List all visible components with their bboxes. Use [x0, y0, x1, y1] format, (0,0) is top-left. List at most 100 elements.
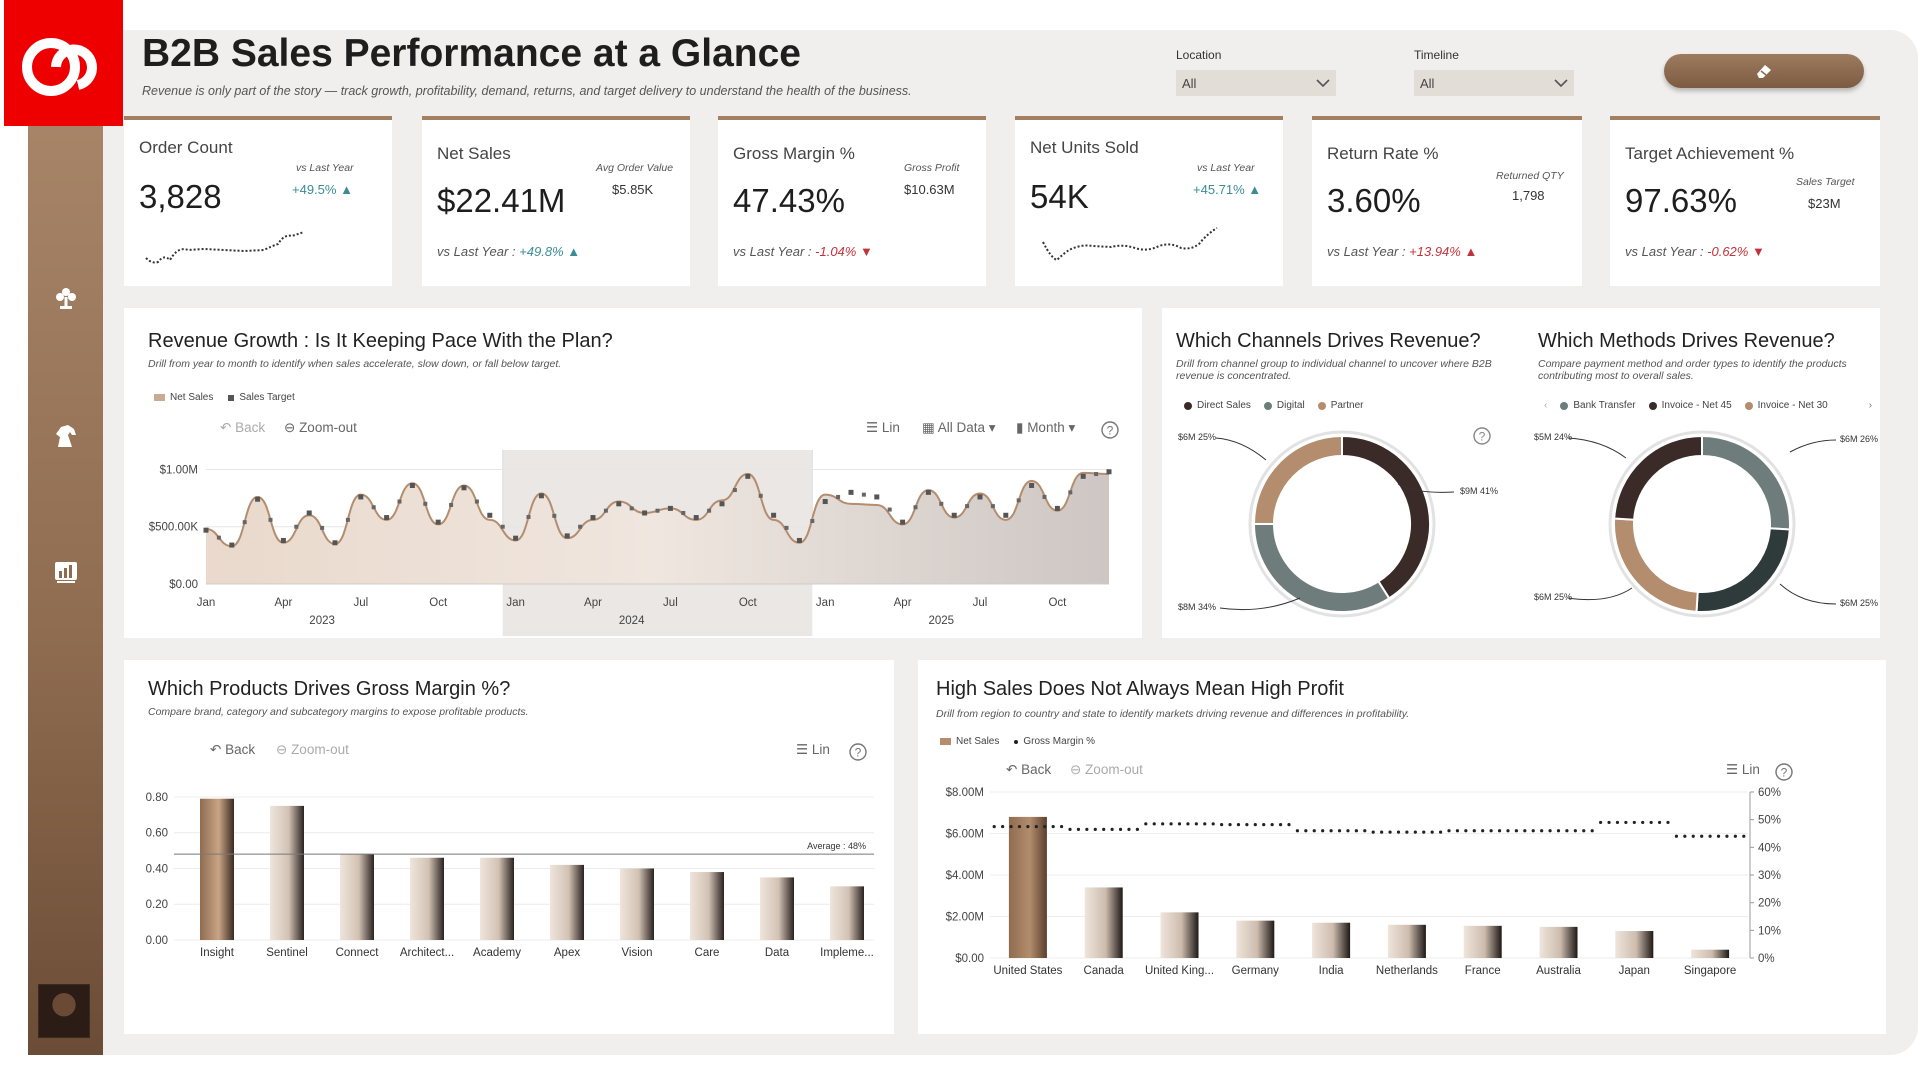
gross-margin-marker: [1396, 830, 1401, 834]
gross-margin-marker: [1708, 834, 1712, 838]
legend-prev-icon[interactable]: ‹: [1544, 400, 1548, 411]
legend-swatch: [1560, 401, 1569, 410]
kpi-card-target-achievement[interactable]: Target Achievement % 97.63% Sales Target…: [1610, 116, 1880, 286]
sales-target-marker: [229, 542, 235, 548]
eraser-icon: [1757, 65, 1771, 78]
y-right-tick-label: 50%: [1758, 815, 1781, 827]
x-tick-label: Care: [695, 947, 720, 959]
zoom-out-button[interactable]: ⊖ Zoom-out: [284, 420, 357, 435]
channels-legend[interactable]: Direct Sales Digital Partner: [1184, 400, 1364, 411]
zoom-out-button[interactable]: ⊖ Zoom-out: [1070, 762, 1143, 777]
lin-toggle[interactable]: ☰ Lin: [866, 420, 900, 435]
sales-target-marker: [590, 515, 596, 521]
sales-target-marker: [913, 505, 918, 510]
x-tick-label: Architect...: [400, 947, 454, 959]
y-left-tick-label: $2.00M: [946, 912, 984, 924]
kpi-card-gross-margin[interactable]: Gross Margin % 47.43% Gross Profit $10.6…: [718, 116, 986, 286]
kpi-card-net-units[interactable]: Net Units Sold 54K vs Last Year +45.71% …: [1015, 116, 1283, 286]
kpi-value: 54K: [1030, 178, 1089, 215]
gross-margin-marker: [1674, 834, 1679, 838]
help-icon[interactable]: ?: [1774, 762, 1794, 782]
kpi-mini-caption: Returned QTY: [1496, 170, 1564, 182]
gross-margin-marker: [1177, 822, 1182, 826]
kpi-card-net-sales[interactable]: Net Sales $22.41M Avg Order Value $5.85K…: [422, 116, 690, 286]
chart-legend[interactable]: Net Sales Sales Target: [154, 392, 295, 403]
help-icon[interactable]: ?: [848, 742, 868, 762]
legend-next-icon[interactable]: ›: [1868, 400, 1873, 411]
gross-margin-marker: [1380, 830, 1384, 834]
net-sales-area: [206, 472, 1109, 584]
kpi-label: Order Count: [139, 138, 233, 157]
legend-label: Gross Margin %: [1023, 736, 1096, 747]
nav-tree[interactable]: [28, 278, 103, 318]
back-button[interactable]: ↶ Back: [1006, 762, 1052, 777]
kpi-card-order-count[interactable]: Order Count 3,828 vs Last Year +49.5% ▲: [124, 116, 392, 286]
kpi-footer-label: vs Last Year :: [1327, 244, 1406, 259]
sales-target-marker: [423, 501, 428, 506]
gross-margin-marker: [1657, 820, 1662, 825]
gross-margin-marker: [1481, 829, 1485, 833]
sales-target-marker: [538, 493, 544, 499]
kpi-label: Return Rate %: [1327, 144, 1439, 163]
sales-target-marker: [552, 513, 557, 518]
x-tick-label: United King...: [1145, 965, 1214, 977]
revenue-growth-chart[interactable]: $0.00 $500.00K $1.00M Jan Apr Jul Oct Jan Apr Jul…: [124, 438, 1142, 638]
gross-margin-marker: [1632, 820, 1636, 825]
x-tick-label: Oct: [429, 597, 448, 609]
sales-target-marker: [1080, 473, 1086, 479]
sales-target-marker: [719, 501, 725, 507]
sales-target-marker: [925, 489, 931, 495]
brand-logo[interactable]: [4, 0, 123, 126]
methods-legend[interactable]: ‹ Bank Transfer Invoice - Net 45 Invoice…: [1544, 400, 1872, 411]
kpi-value: 47.43%: [733, 182, 845, 219]
gross-margin-marker: [1531, 829, 1535, 833]
gross-margin-marker: [1700, 834, 1704, 838]
data-label: $6M 25%: [1534, 592, 1572, 602]
tree-icon: [55, 288, 76, 309]
lin-toggle[interactable]: ☰ Lin: [1726, 762, 1760, 777]
help-icon[interactable]: ?: [1472, 426, 1492, 446]
card-title: Which Products Drives Gross Margin %?: [148, 678, 511, 700]
chart-legend[interactable]: Net Sales Gross Margin %: [940, 736, 1095, 747]
kpi-footer: vs Last Year : -0.62% ▼: [1625, 244, 1765, 259]
nav-horse[interactable]: [28, 416, 103, 456]
kpi-card-return-rate[interactable]: Return Rate % 3.60% Returned QTY 1,798 v…: [1312, 116, 1582, 286]
channels-donut-chart[interactable]: $9M 41% $8M 34% $6M 25%: [1162, 418, 1512, 638]
x-tick-label: Japan: [1619, 965, 1650, 977]
clear-filters-button[interactable]: [1664, 54, 1864, 88]
methods-donut-chart[interactable]: $6M 26% $6M 25% $6M 25% $5M 24%: [1522, 418, 1880, 638]
gross-margin-marker: [1278, 823, 1283, 827]
svg-text:?: ?: [855, 746, 862, 760]
gross-margin-marker: [1076, 827, 1081, 831]
all-data-dropdown[interactable]: ▦ All Data ▾: [922, 420, 996, 435]
products-bar-chart[interactable]: 0.00 0.20 0.40 0.60 0.80 Insight Sentinel Conne…: [124, 770, 894, 1034]
average-label: Average : 48%: [807, 841, 866, 851]
geo-combo-chart[interactable]: $0.00 $2.00M $4.00M $6.00M $8.00M 0% 10% 20% 30%…: [918, 760, 1886, 1034]
zoom-out-button[interactable]: ⊖ Zoom-out: [276, 742, 349, 757]
gross-margin-marker: [1590, 829, 1594, 833]
month-dropdown[interactable]: ▮ Month ▾: [1016, 420, 1076, 435]
user-avatar[interactable]: [38, 984, 90, 1038]
sidebar: [28, 126, 103, 1055]
sales-target-marker: [358, 494, 364, 500]
nav-bar-chart[interactable]: [28, 552, 103, 592]
x-tick-label: Oct: [739, 597, 758, 609]
gross-margin-marker: [1363, 829, 1367, 833]
data-label-leader: [1215, 437, 1267, 461]
gross-margin-marker: [1413, 830, 1417, 834]
back-button[interactable]: ↶ Back: [210, 742, 256, 757]
sales-target-marker: [1016, 498, 1021, 503]
legend-label: Direct Sales: [1197, 400, 1251, 411]
lin-toggle[interactable]: ☰ Lin: [796, 742, 830, 757]
back-button[interactable]: ↶ Back: [220, 420, 266, 435]
gross-margin-marker: [1135, 827, 1139, 831]
sales-target-marker: [371, 505, 376, 510]
timeline-filter-dropdown[interactable]: All: [1414, 70, 1574, 96]
brand-logo-icon: [21, 38, 97, 96]
help-icon[interactable]: ?: [1100, 420, 1120, 440]
location-filter-dropdown[interactable]: All: [1176, 70, 1336, 96]
gross-margin-marker: [1253, 823, 1257, 827]
kpi-delta: +45.71% ▲: [1193, 182, 1262, 197]
legend-label: Net Sales: [170, 392, 214, 403]
card-title: Revenue Growth : Is It Keeping Pace With…: [148, 330, 613, 352]
